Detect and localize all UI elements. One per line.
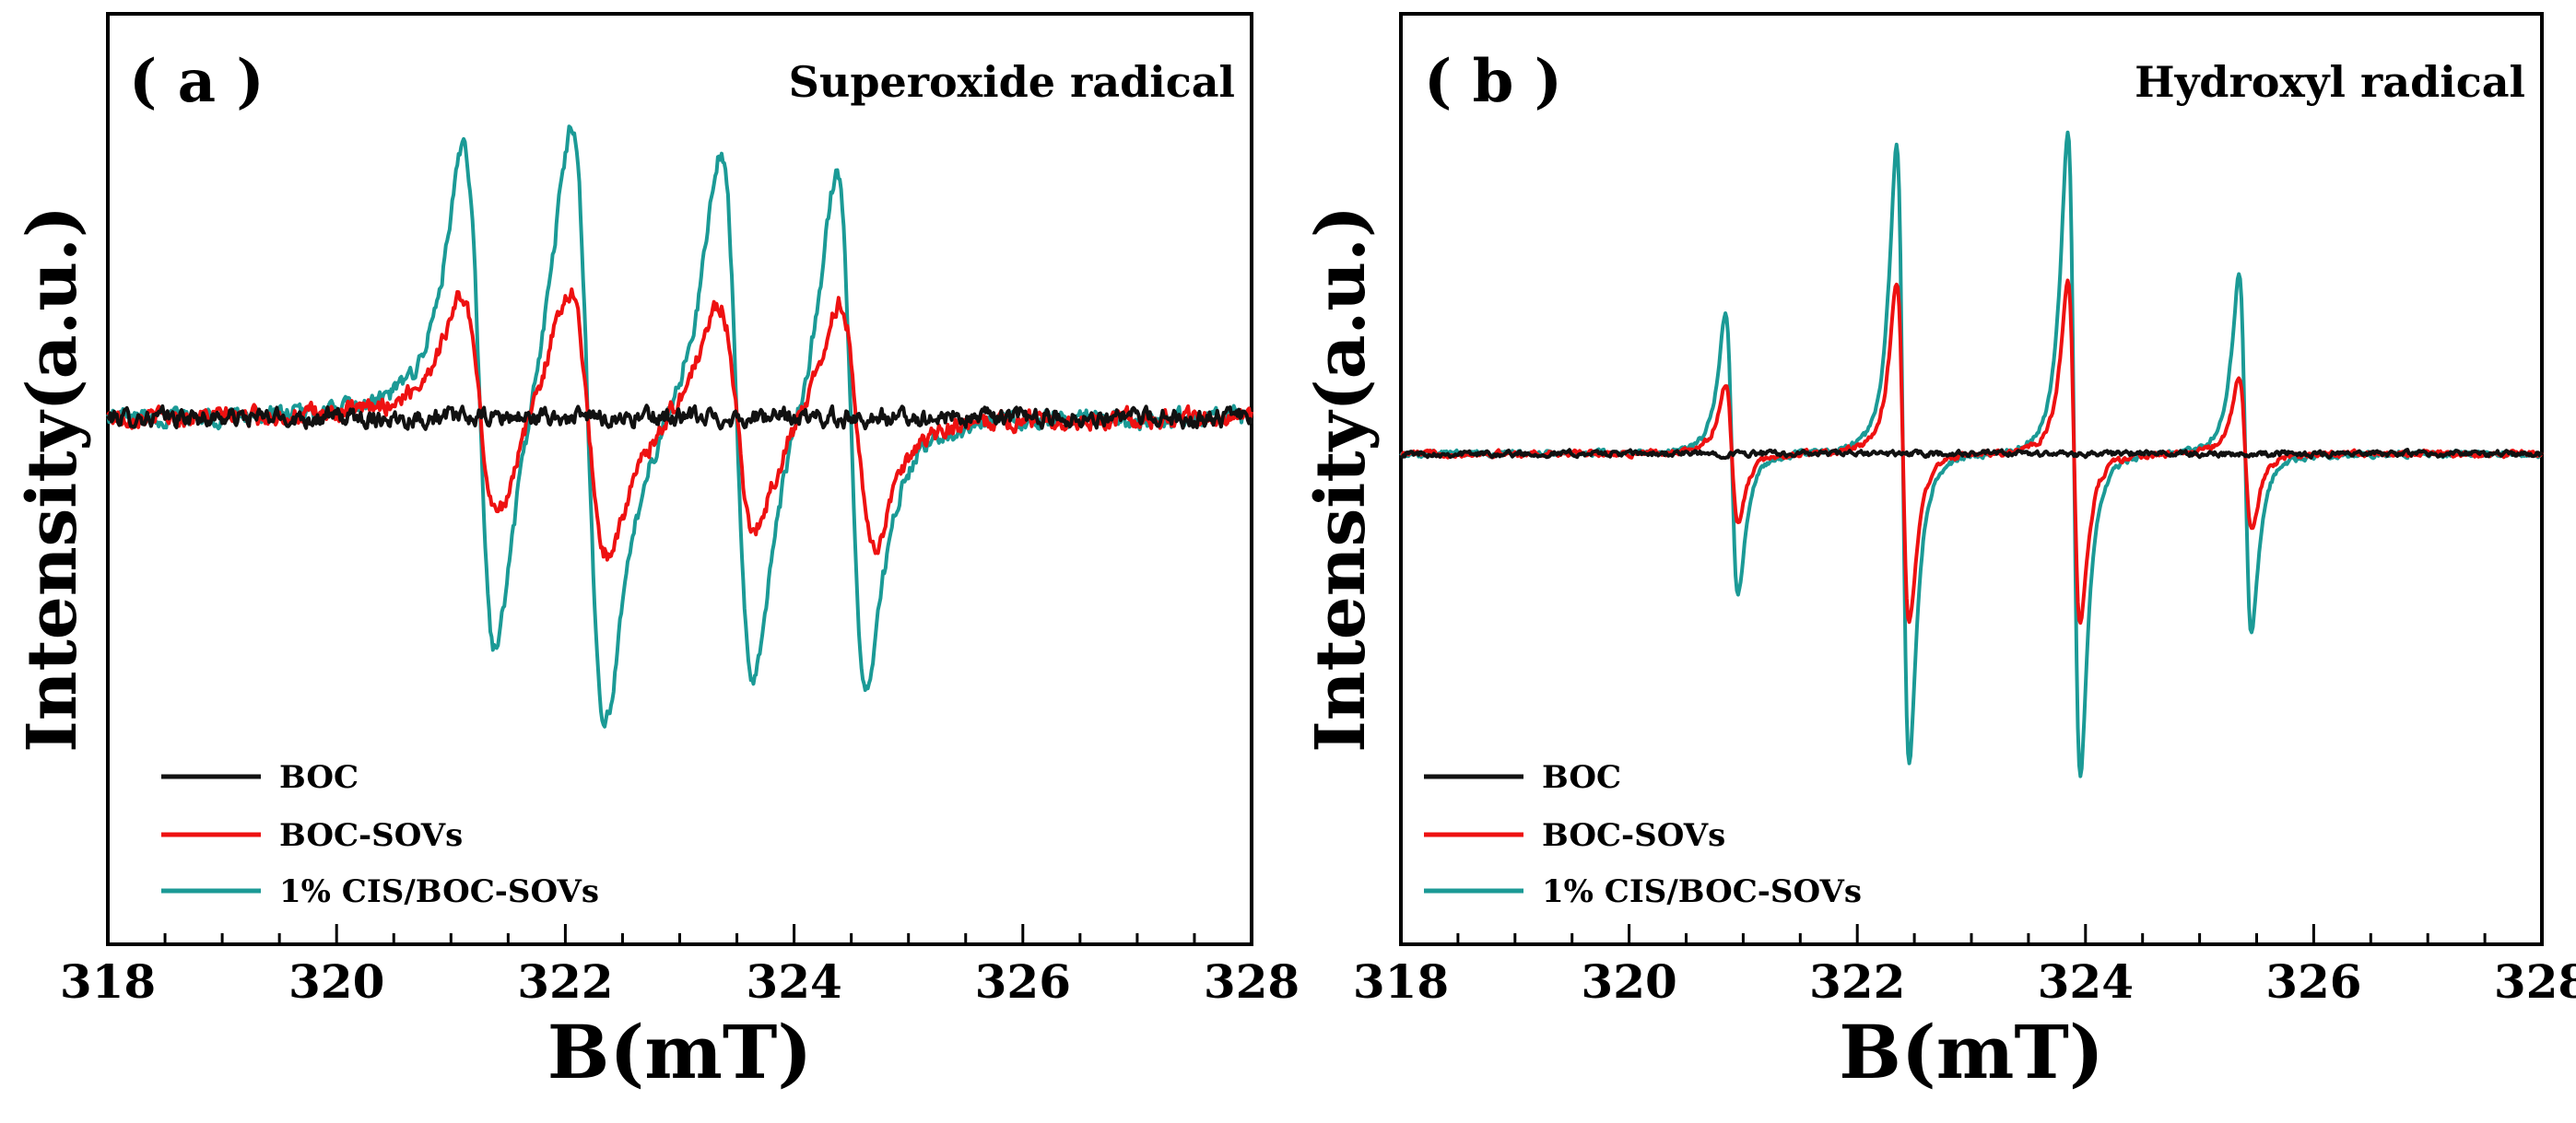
series-line-boc-sovs <box>106 287 1253 562</box>
panel-label: ( b ) <box>1424 47 1562 116</box>
x-tick-label: 328 <box>2494 954 2576 1009</box>
x-tick-label: 320 <box>288 954 384 1009</box>
chart-panel-a: 318 320 322 324 326 328 B(mT) Intensity(a.u.) ( … <box>13 12 1300 1095</box>
legend-label: BOC <box>1542 759 1621 796</box>
x-tick-label: 326 <box>2265 954 2361 1009</box>
x-axis-title: B(mT) <box>547 1009 813 1095</box>
legend-label: BOC-SOVs <box>279 817 463 854</box>
series-line-boc-sovs <box>1400 278 2544 626</box>
y-axis-title: Intensity(a.u.) <box>13 205 92 753</box>
plot-frame <box>1399 12 2544 946</box>
x-tick-label: 322 <box>1809 954 1905 1009</box>
legend-label: 1% CIS/BOC-SOVs <box>1542 873 1862 910</box>
series-line-boc <box>1399 448 2544 461</box>
x-tick-label: 326 <box>975 954 1071 1009</box>
panel-label: ( a ) <box>129 47 265 116</box>
x-tick-label: 318 <box>1353 954 1449 1009</box>
x-axis-title: B(mT) <box>1839 1009 2104 1095</box>
x-tick-label: 324 <box>2038 954 2134 1009</box>
y-axis-title: Intensity(a.u.) <box>1301 205 1381 753</box>
panel-title: Superoxide radical <box>789 57 1235 107</box>
chart-panel-b: 318 320 322 324 326 328 B(mT) Intensity(a.u.) ( … <box>1301 12 2576 1095</box>
panel-title: Hydroxyl radical <box>2135 57 2525 107</box>
x-tick-label: 322 <box>517 954 613 1009</box>
x-tick-label: 324 <box>746 954 841 1009</box>
series-line-1-cis-boc-sovs <box>106 124 1253 729</box>
legend-label: BOC-SOVs <box>1542 817 1725 854</box>
series-line-boc <box>106 404 1253 431</box>
legend-label: BOC <box>279 759 359 796</box>
x-tick-label: 318 <box>60 954 156 1009</box>
legend-label: 1% CIS/BOC-SOVs <box>279 873 599 910</box>
x-tick-label: 328 <box>1204 954 1300 1009</box>
x-tick-label: 320 <box>1581 954 1676 1009</box>
plot-frame <box>106 12 1253 946</box>
